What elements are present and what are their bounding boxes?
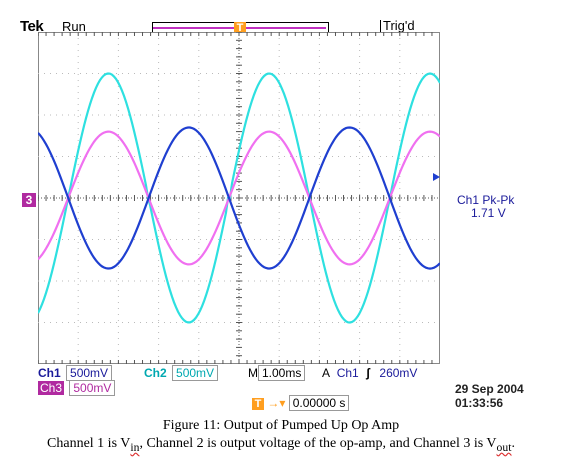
waveform-traces — [38, 72, 440, 324]
trigger-mode: A — [322, 366, 330, 380]
trigger-state: Trig'd — [383, 18, 415, 33]
ch2-status: Ch2 500mV — [144, 365, 219, 381]
acquisition-time: 01:33:56 — [455, 396, 504, 410]
ch3-status: Ch3 500mV — [38, 380, 116, 396]
horizontal-position: 0.00000 s — [288, 395, 350, 411]
trigger-level: 260mV — [379, 366, 418, 380]
arrow-right-icon: →▾ — [267, 396, 286, 410]
trigger-slope-icon: ʃ — [366, 366, 371, 380]
ch2-label: Ch2 — [144, 366, 167, 380]
run-state: Run — [62, 19, 86, 34]
trigger-position-marker: T — [234, 22, 246, 34]
caption-sub-in: in — [130, 440, 140, 454]
trigger-status: A Ch1 ʃ 260mV — [322, 366, 417, 380]
ch2-scale: 500mV — [172, 365, 219, 381]
scope-header: Tek Run T Trig'd — [0, 0, 562, 36]
brand-label: Tek — [20, 18, 44, 35]
ch1-trace — [38, 126, 440, 270]
ch1-status: Ch1 500mV — [38, 365, 113, 381]
measurement-label: Ch1 Pk-Pk — [457, 193, 515, 207]
trigger-marker-small: T — [252, 397, 264, 410]
ch2-trace — [38, 72, 440, 324]
ch1-level-marker — [433, 173, 440, 181]
measurement-value: 1.71 V — [471, 206, 506, 220]
ch3-trace — [38, 130, 440, 266]
timebase-status: M 1.00ms — [248, 365, 306, 381]
horizontal-position-status: T →▾ 0.00000 s — [252, 395, 350, 411]
caption-part-b: , Channel 2 is output voltage of the op-… — [139, 436, 497, 451]
ch3-scale: 500mV — [69, 380, 116, 396]
header-separator — [380, 20, 381, 34]
timebase-label: M — [248, 366, 258, 380]
graticule — [38, 32, 440, 364]
scope-display — [38, 32, 440, 364]
caption-part-c: . — [511, 436, 515, 451]
caption-part-a: Channel 1 is V — [47, 436, 131, 451]
figure-description: Channel 1 is Vin, Channel 2 is output vo… — [0, 436, 562, 454]
trigger-source: Ch1 — [336, 366, 359, 380]
acquisition-date: 29 Sep 2004 — [455, 382, 524, 396]
ch1-label: Ch1 — [38, 366, 61, 380]
ch3-ground-marker: 3 — [22, 193, 36, 207]
ch3-label: Ch3 — [38, 381, 65, 395]
timebase-value: 1.00ms — [258, 365, 306, 381]
ch1-scale: 500mV — [66, 365, 113, 381]
figure-caption: Figure 11: Output of Pumped Up Op Amp — [162, 418, 400, 433]
caption-sub-out: out — [496, 440, 512, 454]
